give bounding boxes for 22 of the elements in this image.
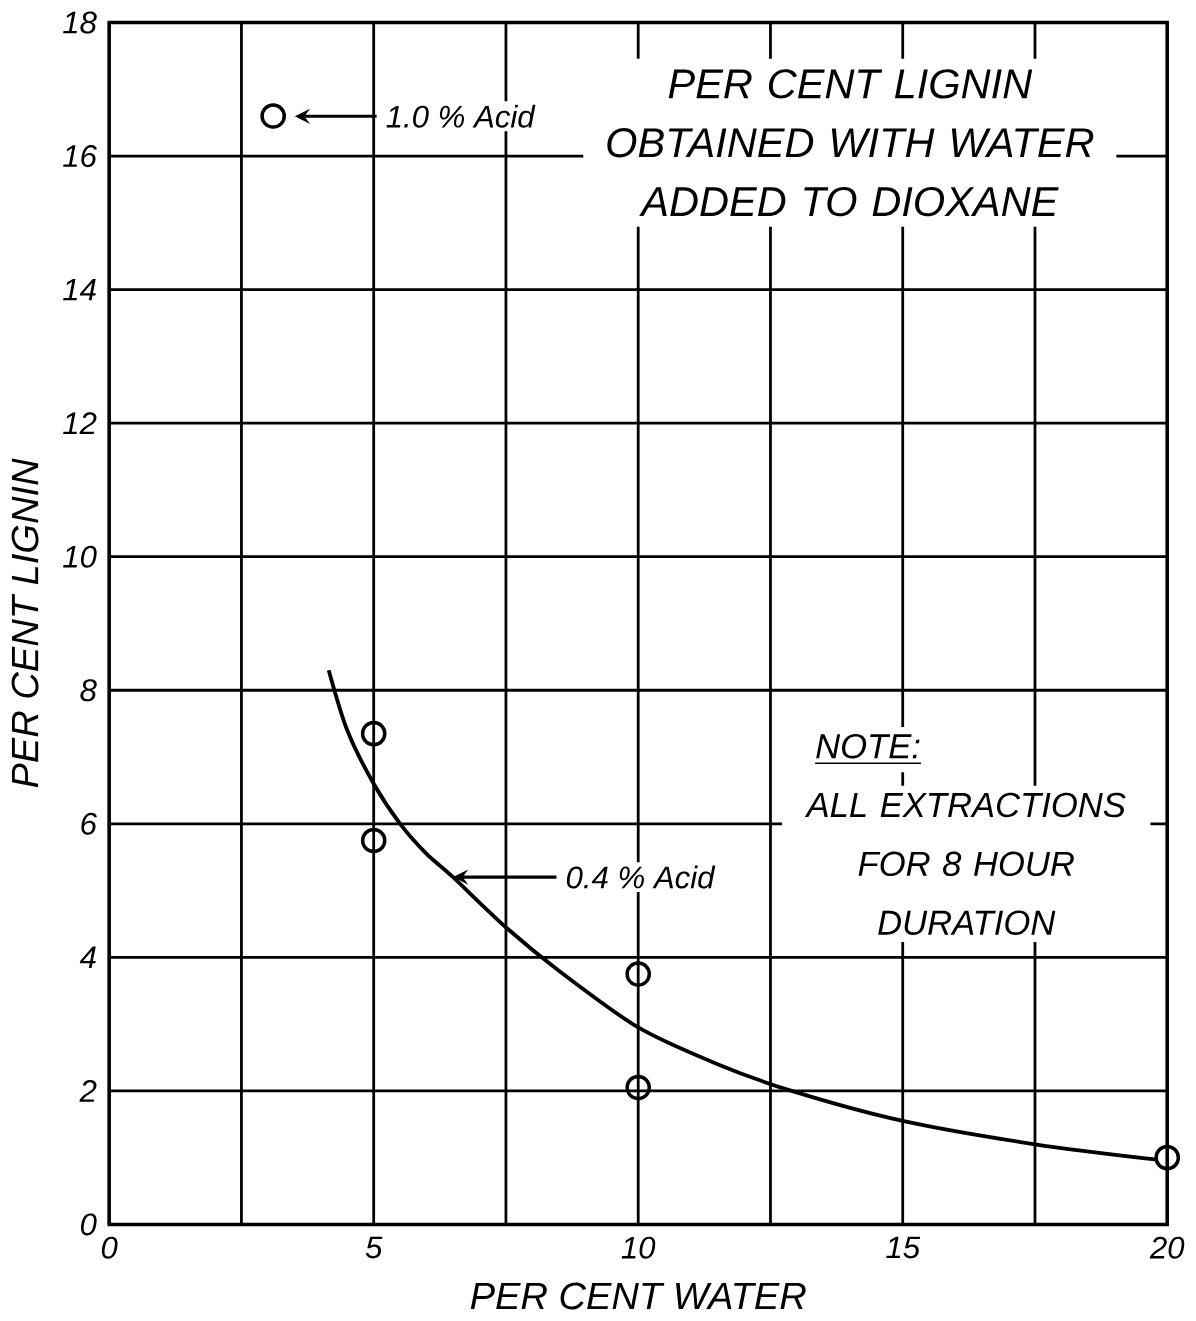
x-axis-title: PER CENT WATER	[470, 1282, 806, 1310]
y-tick-label: 6	[81, 812, 97, 835]
y-tick-label: 10	[63, 545, 97, 568]
x-tick-label: 20	[1149, 1236, 1185, 1259]
text: PER CENT LIGNIN OBTAINED WITH WATER ADDED TO DIOXANE	[607, 69, 1094, 217]
x-tick-label: 10	[621, 1236, 656, 1259]
y-tick-label: 8	[80, 679, 97, 702]
y-axis-title: PER CENT LIGNIN	[11, 458, 39, 788]
y-tick-label: 2	[79, 1079, 97, 1102]
x-tick-label: 15	[886, 1236, 921, 1259]
y-tick-label: 14	[63, 278, 96, 301]
annotation: ALL EXTRACTIONS FOR 8 HOUR DURATION	[804, 792, 1126, 935]
annotation: 1.0 % Acid	[386, 104, 536, 128]
y-tick-label: 4	[79, 946, 96, 969]
y-tick-label: 0	[80, 1213, 97, 1236]
x-tick-label: 0	[101, 1236, 118, 1259]
annotation: NOTE:	[816, 733, 920, 759]
x-tick-label: 5	[365, 1236, 383, 1259]
y-tick-label: 16	[63, 145, 97, 168]
y-tick-label: 12	[63, 412, 97, 435]
annotation: 0.4 % Acid	[566, 865, 716, 889]
y-tick-label: 18	[63, 11, 97, 34]
